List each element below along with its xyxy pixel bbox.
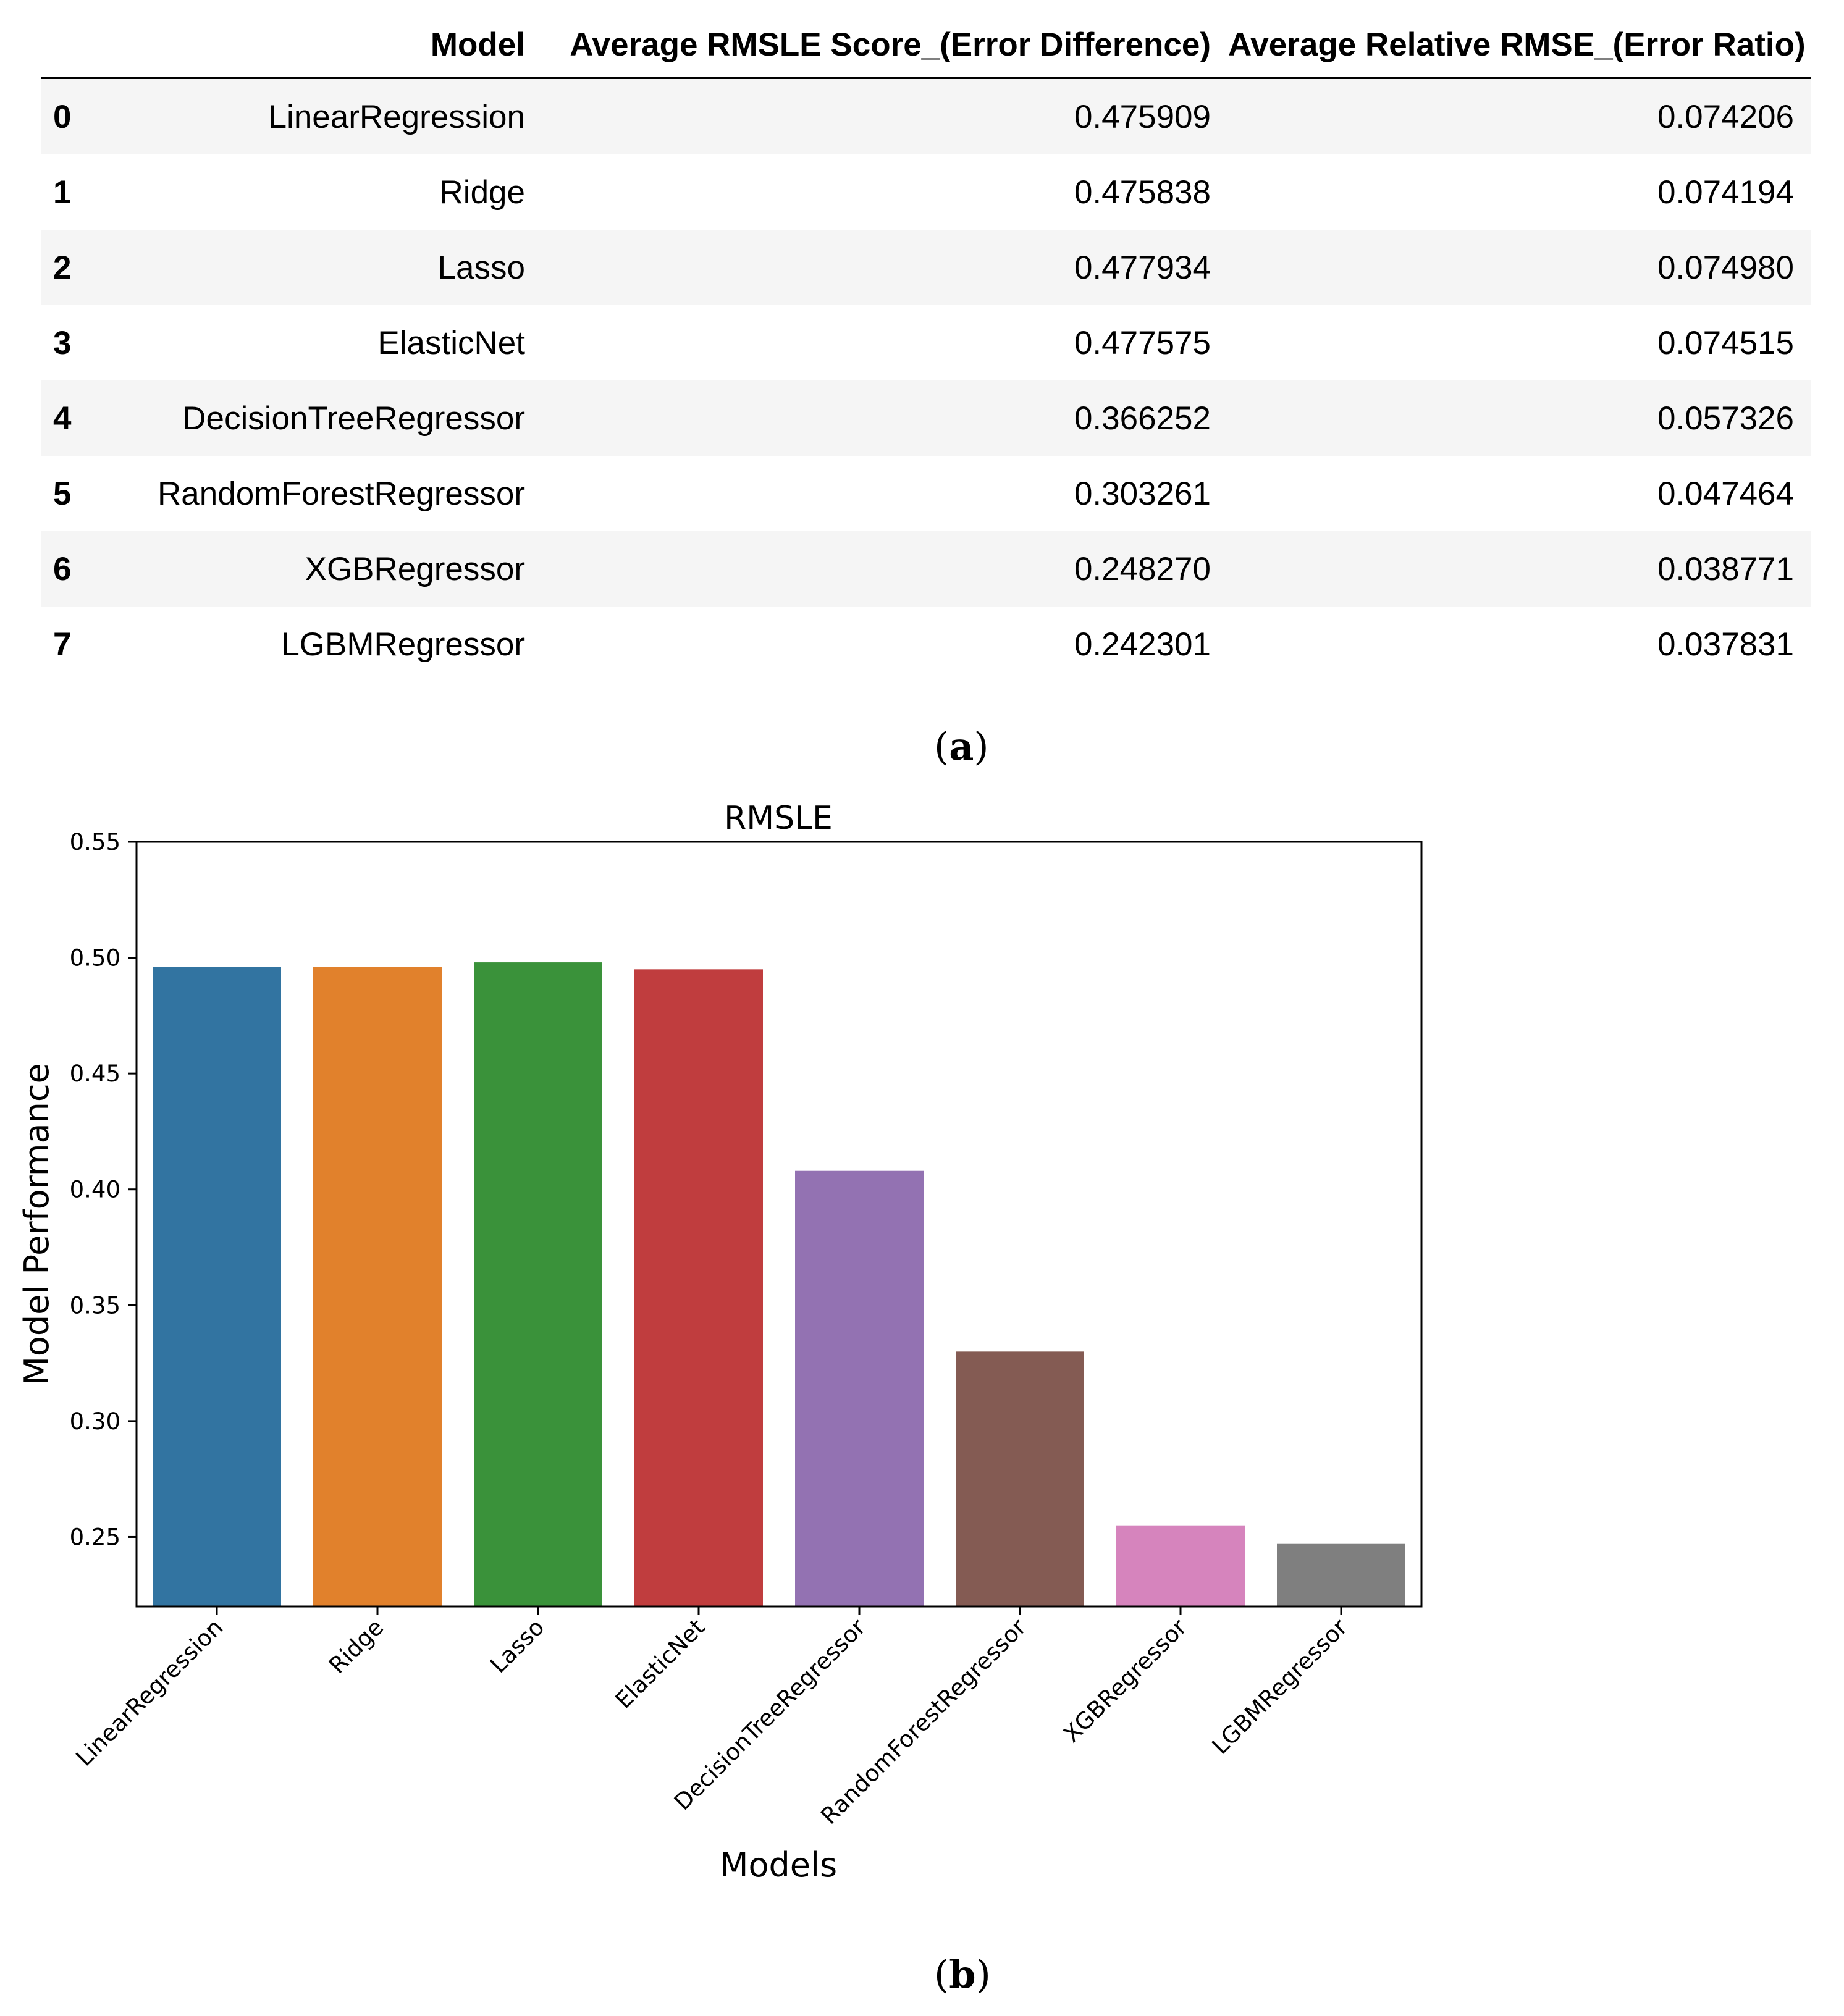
y-tick-label: 0.30 [70,1408,120,1435]
row-index: 2 [41,230,109,305]
row-rmsle: 0.475909 [542,78,1228,154]
y-tick-label: 0.35 [70,1292,120,1319]
row-model: DecisionTreeRegressor [109,380,542,456]
row-index: 5 [53,475,72,512]
row-index: 0 [41,78,109,154]
table-row: 4 DecisionTreeRegressor 0.366252 0.057326 [41,380,1811,456]
x-tick-label: Lasso [485,1614,549,1678]
caption-a-letter: a [949,724,974,769]
rmsle-bar-chart: RMSLE 0.25 0.30 0.35 0.40 0.45 0.50 0.55 Linea… [17,800,1423,1884]
row-index: 4 [41,380,109,456]
row-index: 6 [41,531,109,607]
row-ratio: 0.057326 [1228,380,1811,456]
row-ratio: 0.047464 [1657,475,1794,512]
table-row: 1 Ridge 0.475838 0.074194 [41,154,1811,230]
row-ratio: 0.074980 [1228,230,1811,305]
y-tick-label: 0.25 [70,1524,120,1550]
table-row: 2 Lasso 0.477934 0.074980 [41,230,1811,305]
row-ratio: 0.038771 [1228,531,1811,607]
row-model: Lasso [109,230,542,305]
row-model: RandomForestRegressor [157,475,525,512]
row-model: LinearRegression [109,78,542,154]
row-rmsle: 0.475838 [1074,174,1211,211]
bar-Ridge [313,967,442,1606]
row-rmsle: 0.366252 [542,380,1228,456]
x-tick-label: ElasticNet [610,1614,710,1714]
row-ratio: 0.037831 [1657,626,1794,663]
table-header-row: Model Average RMSLE Score_(Error Differe… [41,12,1811,79]
results-table: Model Average RMSLE Score_(Error Differe… [41,12,1811,682]
row-rmsle: 0.248270 [542,531,1228,607]
row-ratio: 0.074515 [1657,324,1794,361]
row-index: 7 [53,626,72,663]
table-row: 0 LinearRegression 0.475909 0.074206 [41,78,1811,154]
header-ratio: Average Relative RMSE_(Error Ratio) [1228,12,1811,79]
row-rmsle: 0.303261 [1074,475,1211,512]
y-tick-label: 0.55 [70,829,120,855]
table-row: 3 ElasticNet 0.477575 0.074515 [41,305,1811,380]
row-model: LGBMRegressor [281,626,525,663]
chart-title: RMSLE [724,800,833,837]
header-model: Model [109,12,542,79]
bar-LinearRegression [153,967,281,1606]
table-row: 6 XGBRegressor 0.248270 0.038771 [41,531,1811,607]
row-rmsle: 0.477934 [542,230,1228,305]
bar-ElasticNet [634,969,763,1606]
row-model: ElasticNet [377,324,525,361]
row-model: Ridge [439,174,525,211]
x-axis: LinearRegression Ridge Lasso ElasticNetDeci… [71,1606,1353,1829]
bars-group [153,962,1405,1606]
row-rmsle: 0.242301 [1074,626,1211,663]
bar-XGBRegressor [1116,1525,1245,1606]
bar-DecisionTreeRegressor [795,1170,924,1606]
x-axis-label: Models [720,1846,837,1884]
row-index: 3 [53,324,72,361]
bar-LGBMRegressor [1277,1544,1405,1606]
x-tick-label: LGBMRegressor [1207,1613,1353,1759]
y-tick-label: 0.40 [70,1177,120,1203]
header-index [41,12,109,79]
x-tick-label: LinearRegression [71,1614,229,1771]
table-row: 5 RandomForestRegressor 0.303261 0.047464 [41,456,1811,531]
table-row: 7 LGBMRegressor 0.242301 0.037831 [41,607,1811,682]
header-rmsle: Average RMSLE Score_(Error Difference) [542,12,1228,79]
caption-b-letter: b [949,1952,976,1997]
row-model: XGBRegressor [109,531,542,607]
y-axis: 0.25 0.30 0.35 0.40 0.45 0.50 0.55 [70,829,137,1550]
y-tick-label: 0.45 [70,1060,120,1087]
caption-a: (a) [934,724,989,769]
x-tick-label: XGBRegressor [1058,1613,1192,1747]
row-rmsle: 0.477575 [1074,324,1211,361]
x-tick-label: Ridge [324,1614,389,1679]
row-ratio: 0.074194 [1657,174,1794,211]
bar-Lasso [474,962,602,1606]
bar-RandomForestRegressor [956,1351,1084,1606]
caption-b: (b) [934,1952,991,1997]
results-table-container: Model Average RMSLE Score_(Error Differe… [41,12,1811,682]
plot-frame [135,841,1423,1608]
y-axis-label: Model Performance [17,1063,56,1385]
y-tick-label: 0.50 [70,945,120,972]
row-index: 1 [53,174,72,211]
table-body: 0 LinearRegression 0.475909 0.074206 1 Ridge 0… [41,78,1811,682]
row-ratio: 0.074206 [1228,78,1811,154]
